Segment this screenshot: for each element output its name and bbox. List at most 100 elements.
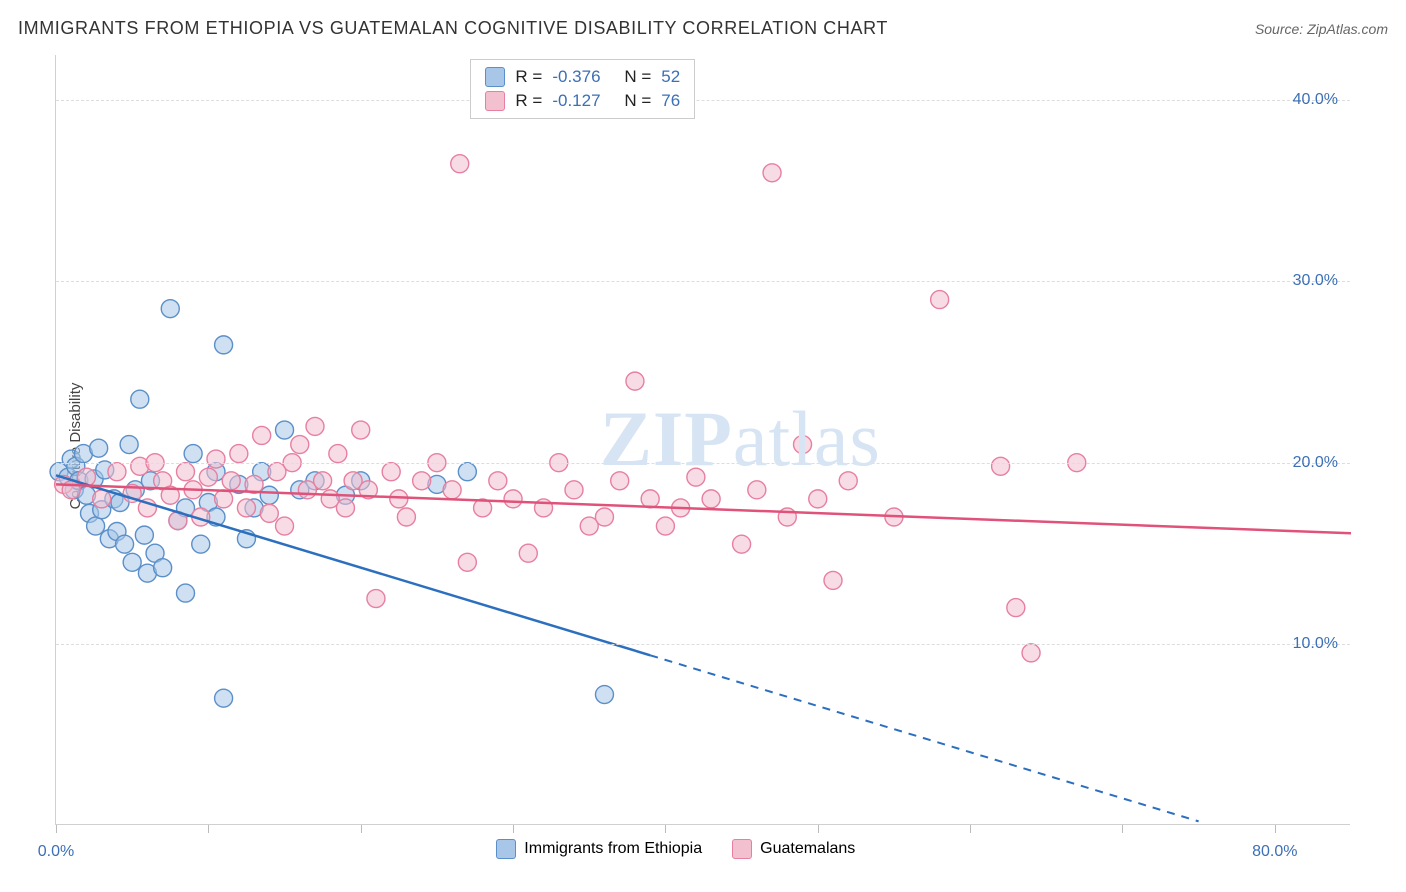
r-value: -0.376 <box>552 67 614 87</box>
chart-svg-layer <box>56 55 1350 824</box>
series-legend-label: Immigrants from Ethiopia <box>524 840 702 858</box>
scatter-point <box>931 291 949 309</box>
scatter-point <box>489 472 507 490</box>
scatter-point <box>824 571 842 589</box>
x-tick <box>1122 825 1123 833</box>
scatter-point <box>192 535 210 553</box>
gridline <box>56 463 1350 464</box>
gridline <box>56 281 1350 282</box>
stats-legend: R =-0.376N =52R =-0.127N =76 <box>470 59 695 119</box>
scatter-point <box>748 481 766 499</box>
x-tick <box>361 825 362 833</box>
scatter-point <box>215 689 233 707</box>
scatter-point <box>161 300 179 318</box>
chart-title: IMMIGRANTS FROM ETHIOPIA VS GUATEMALAN C… <box>18 18 888 39</box>
scatter-point <box>1022 644 1040 662</box>
x-tick <box>1275 825 1276 833</box>
scatter-point <box>443 481 461 499</box>
scatter-point <box>733 535 751 553</box>
scatter-point <box>336 499 354 517</box>
scatter-point <box>135 526 153 544</box>
scatter-point <box>504 490 522 508</box>
y-tick-label: 40.0% <box>1293 91 1338 109</box>
x-tick <box>665 825 666 833</box>
scatter-point <box>90 439 108 457</box>
scatter-point <box>702 490 720 508</box>
scatter-point <box>215 336 233 354</box>
scatter-point <box>276 517 294 535</box>
x-tick <box>208 825 209 833</box>
scatter-point <box>565 481 583 499</box>
r-label: R = <box>515 91 542 111</box>
scatter-point <box>108 463 126 481</box>
scatter-point <box>763 164 781 182</box>
x-tick <box>818 825 819 833</box>
legend-swatch <box>732 839 752 859</box>
y-tick-label: 30.0% <box>1293 272 1338 290</box>
scatter-point <box>120 436 138 454</box>
legend-swatch <box>485 91 505 111</box>
scatter-point <box>154 559 172 577</box>
gridline <box>56 100 1350 101</box>
scatter-point <box>230 445 248 463</box>
legend-swatch <box>496 839 516 859</box>
scatter-point <box>131 390 149 408</box>
scatter-point <box>306 417 324 435</box>
scatter-point <box>199 468 217 486</box>
scatter-point <box>794 436 812 454</box>
scatter-point <box>382 463 400 481</box>
y-tick-label: 10.0% <box>1293 635 1338 653</box>
source-name: ZipAtlas.com <box>1307 21 1388 37</box>
scatter-point <box>1007 599 1025 617</box>
series-legend-label: Guatemalans <box>760 840 855 858</box>
scatter-point <box>458 463 476 481</box>
n-label: N = <box>624 91 651 111</box>
source-credit: Source: ZipAtlas.com <box>1255 21 1388 37</box>
scatter-point <box>367 590 385 608</box>
y-tick-label: 20.0% <box>1293 454 1338 472</box>
series-legend-item: Guatemalans <box>732 839 855 859</box>
scatter-point <box>451 155 469 173</box>
scatter-point <box>839 472 857 490</box>
x-tick-label: 80.0% <box>1252 843 1297 861</box>
title-bar: IMMIGRANTS FROM ETHIOPIA VS GUATEMALAN C… <box>18 18 1388 39</box>
x-tick <box>970 825 971 833</box>
series-legend: Immigrants from Ethiopia Guatemalans <box>496 839 855 859</box>
scatter-point <box>687 468 705 486</box>
source-prefix: Source: <box>1255 21 1307 37</box>
gridline <box>56 644 1350 645</box>
scatter-point <box>656 517 674 535</box>
r-label: R = <box>515 67 542 87</box>
scatter-point <box>352 421 370 439</box>
scatter-point <box>260 504 278 522</box>
legend-swatch <box>485 67 505 87</box>
scatter-point <box>215 490 233 508</box>
n-value: 76 <box>661 91 680 111</box>
scatter-point <box>519 544 537 562</box>
scatter-point <box>253 426 271 444</box>
scatter-point <box>123 553 141 571</box>
scatter-point <box>390 490 408 508</box>
scatter-point <box>276 421 294 439</box>
scatter-point <box>184 445 202 463</box>
scatter-point <box>177 584 195 602</box>
scatter-point <box>207 450 225 468</box>
scatter-point <box>87 517 105 535</box>
scatter-point <box>237 499 255 517</box>
regression-line-extrapolated <box>650 655 1198 821</box>
scatter-point <box>314 472 332 490</box>
scatter-point <box>992 457 1010 475</box>
x-tick <box>56 825 57 833</box>
stats-legend-row: R =-0.127N =76 <box>485 89 680 113</box>
scatter-point <box>177 463 195 481</box>
scatter-point <box>116 535 134 553</box>
scatter-point <box>809 490 827 508</box>
chart-plot-area: 10.0%20.0%30.0%40.0%0.0%80.0%ZIPatlasR =… <box>55 55 1350 825</box>
scatter-point <box>93 490 111 508</box>
scatter-point <box>397 508 415 526</box>
scatter-point <box>329 445 347 463</box>
x-tick <box>513 825 514 833</box>
scatter-point <box>222 472 240 490</box>
scatter-point <box>611 472 629 490</box>
stats-legend-row: R =-0.376N =52 <box>485 65 680 89</box>
